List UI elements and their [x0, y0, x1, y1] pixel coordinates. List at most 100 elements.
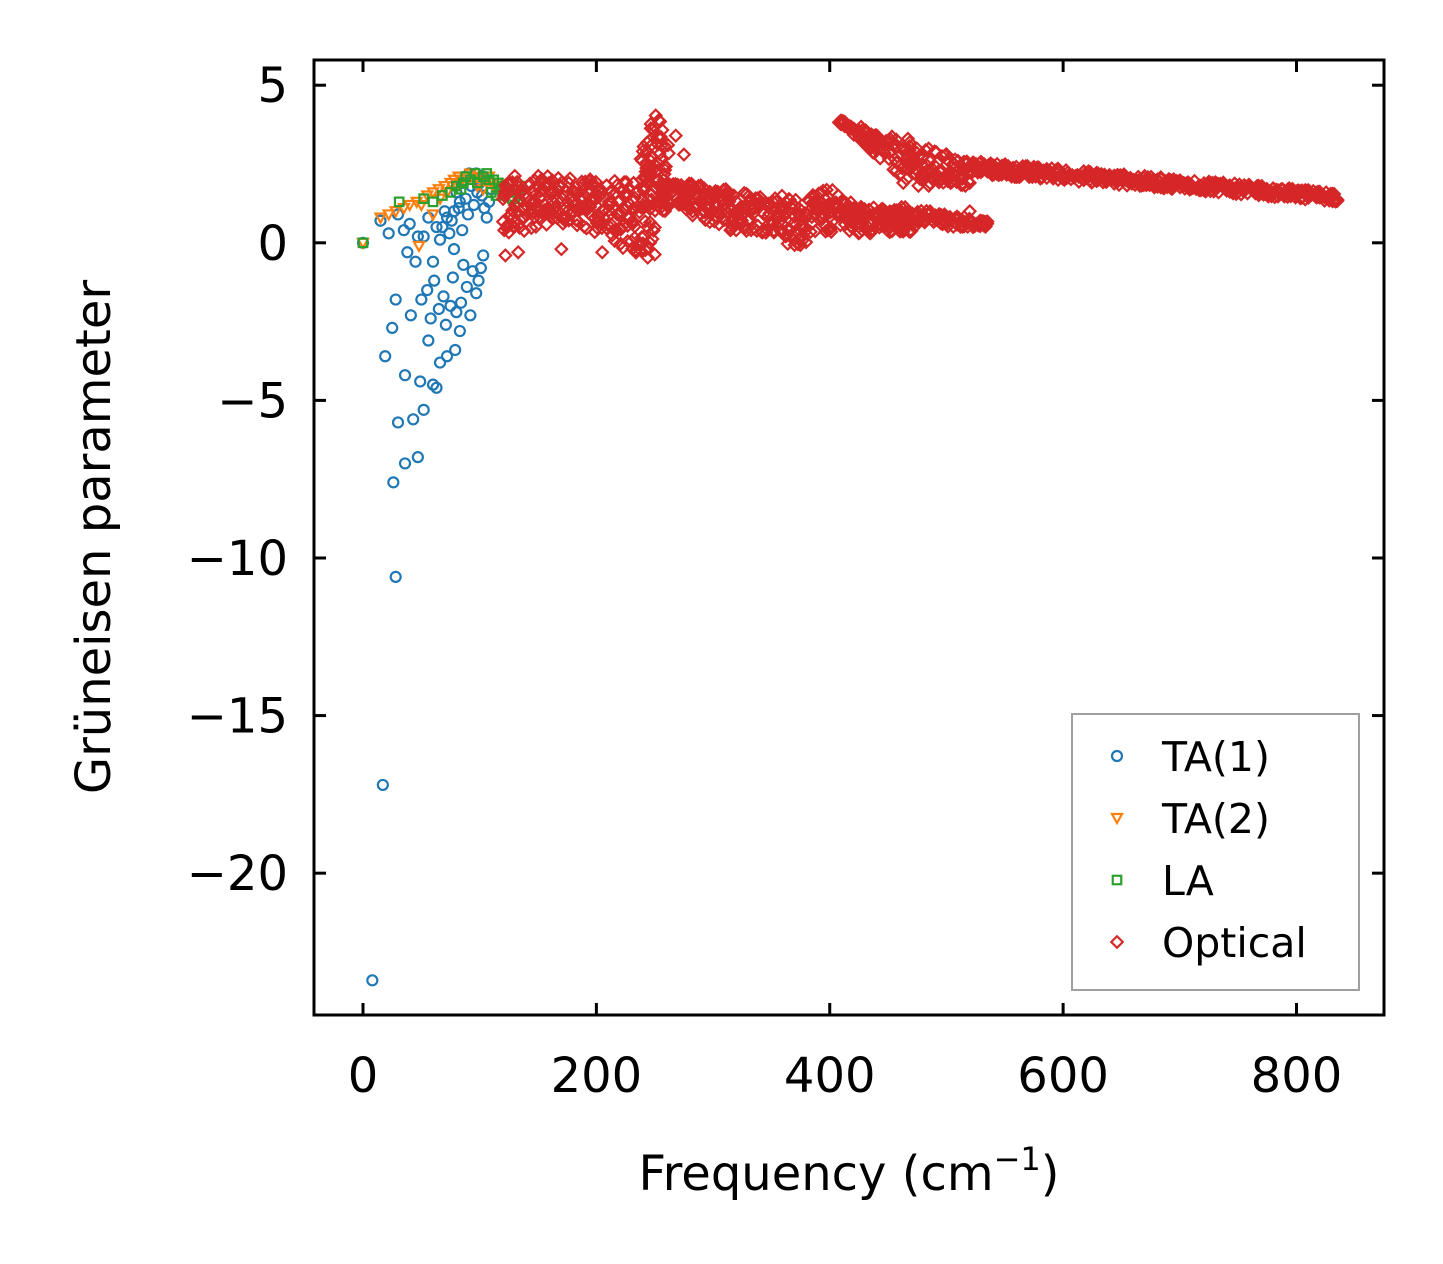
data-point — [431, 184, 446, 197]
data-point — [939, 146, 954, 162]
data-point — [382, 227, 395, 240]
x-tick-label: 0 — [348, 1048, 379, 1104]
data-point — [796, 221, 812, 237]
data-point — [381, 209, 396, 222]
data-point — [446, 271, 459, 284]
data-point — [426, 187, 440, 200]
data-point — [560, 195, 575, 210]
data-point — [398, 457, 412, 470]
data-point — [447, 174, 461, 188]
data-point — [366, 974, 379, 987]
data-point — [443, 227, 456, 240]
data-point — [453, 324, 466, 338]
data-point — [765, 194, 781, 210]
data-point — [415, 293, 428, 306]
data-point — [393, 196, 405, 208]
data-point — [962, 175, 978, 191]
data-point — [637, 214, 653, 229]
series-optical — [495, 108, 1345, 265]
data-point — [539, 217, 554, 232]
data-point — [647, 220, 663, 235]
data-point — [467, 198, 480, 212]
x-axis-title-close: ) — [1041, 1146, 1060, 1202]
data-point — [872, 151, 888, 166]
data-point — [430, 220, 443, 234]
data-point — [869, 134, 884, 150]
data-point — [642, 235, 658, 251]
y-axis-ticks: 5 0 −5 −10 −15 −20 — [187, 58, 1384, 902]
data-point — [420, 190, 435, 203]
legend-label: TA(1) — [1161, 733, 1270, 781]
data-point — [934, 148, 950, 164]
data-point — [389, 570, 402, 583]
data-point — [548, 198, 564, 214]
data-point — [449, 343, 462, 357]
data-point — [900, 131, 916, 147]
data-point — [653, 129, 669, 145]
data-point — [404, 309, 417, 322]
data-point — [412, 240, 426, 254]
data-point — [374, 214, 387, 227]
data-point — [600, 217, 616, 233]
legend-marker — [1109, 934, 1125, 950]
data-point — [486, 187, 497, 198]
data-point — [626, 214, 641, 229]
data-point — [379, 350, 392, 363]
x-axis-title-main: Frequency (cm — [638, 1146, 993, 1202]
data-point — [447, 205, 461, 218]
data-point — [445, 187, 456, 198]
data-point — [579, 221, 594, 236]
data-point — [444, 299, 457, 312]
data-point — [623, 233, 639, 249]
data-point — [510, 244, 526, 260]
data-point — [422, 334, 435, 347]
legend-marker — [1111, 874, 1123, 886]
data-point — [460, 171, 472, 182]
legend-marker — [1110, 749, 1124, 763]
data-point — [450, 306, 463, 319]
data-point — [575, 201, 591, 216]
x-tick-label: 600 — [1017, 1048, 1109, 1104]
data-point — [398, 369, 412, 382]
data-point — [472, 274, 485, 287]
data-point — [958, 215, 974, 230]
data-point — [612, 205, 627, 221]
data-point — [426, 209, 440, 222]
data-point — [417, 403, 430, 416]
data-point — [637, 179, 652, 194]
data-point — [904, 217, 920, 233]
data-point — [498, 248, 513, 263]
data-point — [795, 232, 810, 248]
data-point — [430, 381, 443, 394]
plot-frame — [312, 58, 1386, 1017]
data-point — [958, 178, 973, 194]
data-point — [403, 217, 416, 230]
x-axis-title: Frequency (cm−1) — [638, 1140, 1059, 1202]
data-point — [883, 144, 898, 159]
data-point — [401, 246, 414, 259]
x-tick-label: 400 — [784, 1048, 876, 1104]
data-point — [411, 451, 424, 464]
data-point — [391, 208, 405, 221]
data-point — [619, 197, 634, 213]
data-point — [911, 178, 926, 194]
x-tick-label: 200 — [551, 1048, 643, 1104]
data-point — [397, 224, 410, 237]
data-point — [437, 290, 450, 303]
legend-label: Optical — [1162, 919, 1307, 967]
data-point — [426, 255, 440, 268]
data-point — [755, 225, 770, 240]
data-point — [661, 145, 677, 161]
data-point — [447, 243, 461, 256]
series-ta1 — [356, 167, 498, 987]
y-tick-label: −10 — [187, 531, 288, 587]
data-point — [545, 173, 560, 188]
data-point — [554, 241, 569, 257]
data-point — [407, 413, 420, 426]
x-axis-ticks: 0 200 400 600 800 — [348, 60, 1342, 1104]
data-point — [464, 309, 477, 322]
y-tick-label: −5 — [217, 373, 288, 429]
data-point — [439, 318, 452, 331]
data-point — [387, 476, 400, 489]
